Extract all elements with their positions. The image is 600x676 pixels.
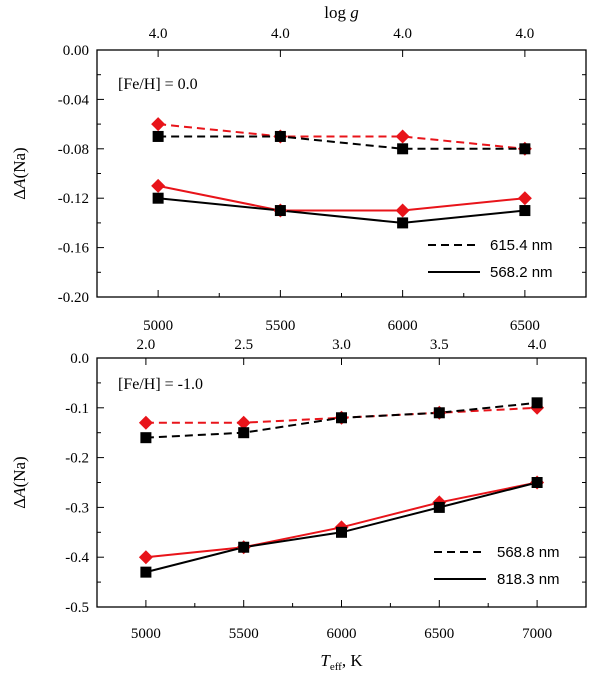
series-line-red-solid [157, 184, 525, 212]
y-tick-label: -0.1 [65, 401, 89, 417]
x-tick-label: 6000 [388, 318, 418, 334]
x-tick-label: 7000 [522, 626, 552, 642]
plot-frame [96, 357, 587, 608]
y-tick-label: -0.16 [58, 241, 90, 257]
data-point-diamond [151, 117, 166, 132]
x-axis-title: Teff, K [320, 651, 363, 673]
data-point-square [531, 397, 543, 409]
legend-label: 568.2 nm [490, 264, 553, 281]
metallicity-annotation: [Fe/H] = 0.0 [118, 76, 198, 93]
data-point-square [519, 143, 531, 155]
data-point-diamond [138, 550, 153, 565]
x-tick-label: 5000 [143, 318, 173, 334]
y-tick-label: -0.2 [65, 451, 89, 467]
data-point-diamond [138, 415, 153, 430]
data-point-square [433, 407, 445, 419]
x-tick-label: 6500 [424, 626, 454, 642]
data-point-square [140, 432, 152, 444]
data-point-square [519, 205, 531, 217]
y-tick-label: -0.20 [58, 290, 89, 306]
top-tick-label: 4.0 [516, 26, 535, 42]
data-point-square [274, 205, 286, 217]
y-tick-label: -0.08 [58, 142, 89, 158]
y-tick-label: 0.0 [70, 351, 89, 367]
metallicity-annotation: [Fe/H] = -1.0 [118, 376, 203, 393]
top-panel: 0.00 -0.04 -0.08 -0.12 -0.16 -0.20 5000 5500 600… [10, 3, 587, 334]
data-point-square [238, 541, 250, 553]
data-point-diamond [151, 178, 166, 193]
data-point-square [274, 130, 286, 142]
data-point-square [433, 501, 445, 513]
data-point-diamond [517, 191, 532, 206]
y-tick-label: -0.5 [65, 600, 89, 616]
legend-label: 615.4 nm [490, 237, 553, 254]
legend-label: 818.3 nm [497, 571, 560, 588]
data-point-square [336, 526, 347, 538]
series-line-black-dashed [158, 135, 525, 150]
bottom-panel: 0.0 -0.1 -0.2 -0.3 -0.4 -0.5 5000 5500 6000 6500 7… [10, 337, 587, 673]
x-tick-label: 5000 [131, 626, 161, 642]
data-point-square [152, 130, 164, 142]
x-tick-label: 6000 [327, 626, 357, 642]
series-line-red-dashed [158, 123, 525, 150]
y-tick-label: -0.4 [65, 550, 89, 566]
data-point-square [140, 566, 152, 578]
series-line-black-solid [158, 197, 525, 224]
data-point-square [397, 217, 409, 229]
legend-label: 568.8 nm [497, 544, 560, 561]
top-tick-label: 4.0 [528, 337, 547, 353]
top-tick-label: 4.0 [393, 26, 412, 42]
data-point-square [397, 143, 409, 155]
x-tick-label: 5500 [265, 318, 295, 334]
top-tick-label: 2.0 [137, 337, 156, 353]
y-axis-label: ΔA(Na) [10, 147, 29, 199]
y-tick-label: 0.00 [63, 43, 89, 59]
data-point-square [152, 192, 164, 204]
y-axis-label: ΔA(Na) [10, 456, 29, 508]
top-tick-label: 3.0 [332, 337, 351, 353]
top-tick-label: 4.0 [271, 26, 290, 42]
data-point-square [336, 412, 347, 424]
data-point-diamond [395, 203, 410, 218]
data-point-square [238, 427, 250, 439]
data-point-diamond [395, 129, 410, 144]
data-point-square [531, 477, 543, 488]
y-tick-label: -0.04 [58, 92, 90, 108]
top-tick-label: 4.0 [149, 26, 168, 42]
top-tick-label: 3.5 [430, 337, 449, 353]
x-tick-label: 6500 [510, 318, 540, 334]
series-line-red-solid [145, 481, 538, 559]
x-tick-label: 5500 [229, 626, 259, 642]
top-tick-label: 2.5 [234, 337, 253, 353]
y-tick-label: -0.12 [58, 191, 89, 207]
data-point-diamond [236, 415, 251, 430]
top-axis-title: log g [324, 3, 358, 22]
y-tick-label: -0.3 [65, 500, 89, 516]
